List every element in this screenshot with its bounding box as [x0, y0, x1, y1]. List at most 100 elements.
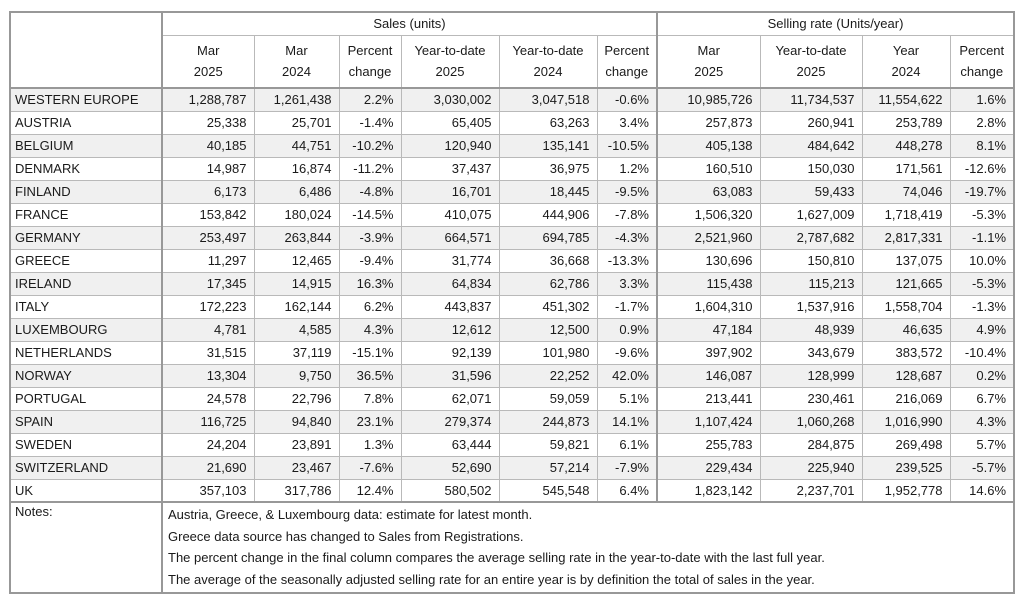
- table-row: NETHERLANDS 31,515 37,119 -15.1% 92,139 101,9…: [9, 340, 1015, 365]
- value-cell: 1.3%: [338, 432, 402, 457]
- value-cell: 128,999: [759, 363, 863, 388]
- value-cell: 3.4%: [596, 110, 658, 135]
- value-cell: 410,075: [400, 202, 500, 227]
- value-cell: 180,024: [253, 202, 340, 227]
- table-body: WESTERN EUROPE 1,288,787 1,261,438 2.2% 3,03…: [9, 87, 1015, 503]
- value-cell: -0.6%: [596, 87, 658, 112]
- value-cell: 150,030: [759, 156, 863, 181]
- col-header-sales-ytd-2025: Year-to-date 2025: [400, 34, 500, 89]
- notes-label: Notes:: [9, 501, 163, 594]
- country-cell: FINLAND: [9, 179, 163, 204]
- value-cell: 48,939: [759, 317, 863, 342]
- country-cell: UK: [9, 478, 163, 503]
- value-cell: -15.1%: [338, 340, 402, 365]
- value-cell: -10.4%: [949, 340, 1015, 365]
- value-cell: 24,204: [161, 432, 255, 457]
- value-cell: 484,642: [759, 133, 863, 158]
- country-cell: NETHERLANDS: [9, 340, 163, 365]
- value-cell: 383,572: [861, 340, 951, 365]
- value-cell: 57,214: [498, 455, 598, 480]
- value-cell: 405,138: [656, 133, 761, 158]
- value-cell: 229,434: [656, 455, 761, 480]
- col-header-rate-year-2024: Year 2024: [861, 34, 951, 89]
- value-cell: 135,141: [498, 133, 598, 158]
- value-cell: 153,842: [161, 202, 255, 227]
- value-cell: 239,525: [861, 455, 951, 480]
- value-cell: 18,445: [498, 179, 598, 204]
- value-cell: 6.2%: [338, 294, 402, 319]
- table-row: FRANCE 153,842 180,024 -14.5% 410,075 444,906…: [9, 202, 1015, 227]
- value-cell: 448,278: [861, 133, 951, 158]
- value-cell: 10,985,726: [656, 87, 761, 112]
- value-cell: -9.5%: [596, 179, 658, 204]
- table-row: PORTUGAL 24,578 22,796 7.8% 62,071 59,059 5.1%…: [9, 386, 1015, 411]
- value-cell: 2,521,960: [656, 225, 761, 250]
- value-cell: 1,261,438: [253, 87, 340, 112]
- table-row: ITALY 172,223 162,144 6.2% 443,837 451,302 -1.…: [9, 294, 1015, 319]
- value-cell: 2.2%: [338, 87, 402, 112]
- note-line: The percent change in the final column c…: [168, 550, 825, 565]
- value-cell: 121,665: [861, 271, 951, 296]
- value-cell: 116,725: [161, 409, 255, 434]
- value-cell: 3.3%: [596, 271, 658, 296]
- value-cell: 1,558,704: [861, 294, 951, 319]
- value-cell: 59,433: [759, 179, 863, 204]
- value-cell: 16.3%: [338, 271, 402, 296]
- value-cell: 664,571: [400, 225, 500, 250]
- value-cell: 443,837: [400, 294, 500, 319]
- value-cell: -4.3%: [596, 225, 658, 250]
- value-cell: -1.3%: [949, 294, 1015, 319]
- value-cell: 4.9%: [949, 317, 1015, 342]
- value-cell: 1,952,778: [861, 478, 951, 503]
- value-cell: -3.9%: [338, 225, 402, 250]
- value-cell: 6,486: [253, 179, 340, 204]
- value-cell: 150,810: [759, 248, 863, 273]
- value-cell: -11.2%: [338, 156, 402, 181]
- value-cell: 5.1%: [596, 386, 658, 411]
- value-cell: 1,627,009: [759, 202, 863, 227]
- country-cell: AUSTRIA: [9, 110, 163, 135]
- value-cell: 137,075: [861, 248, 951, 273]
- value-cell: 4.3%: [949, 409, 1015, 434]
- value-cell: 260,941: [759, 110, 863, 135]
- value-cell: 37,437: [400, 156, 500, 181]
- table-row: GREECE 11,297 12,465 -9.4% 31,774 36,668 -13.3…: [9, 248, 1015, 273]
- value-cell: 1,823,142: [656, 478, 761, 503]
- value-cell: 120,940: [400, 133, 500, 158]
- value-cell: 6.1%: [596, 432, 658, 457]
- country-cell: DENMARK: [9, 156, 163, 181]
- value-cell: 12,612: [400, 317, 500, 342]
- value-cell: 213,441: [656, 386, 761, 411]
- col-header-rate-mar-2025: Mar 2025: [656, 34, 761, 89]
- table-row: SWITZERLAND 21,690 23,467 -7.6% 52,690 57,214…: [9, 455, 1015, 480]
- value-cell: 11,297: [161, 248, 255, 273]
- value-cell: 343,679: [759, 340, 863, 365]
- value-cell: 128,687: [861, 363, 951, 388]
- value-cell: 22,252: [498, 363, 598, 388]
- value-cell: 694,785: [498, 225, 598, 250]
- table-row: BELGIUM 40,185 44,751 -10.2% 120,940 135,141-…: [9, 133, 1015, 158]
- value-cell: 23,467: [253, 455, 340, 480]
- value-cell: 36,668: [498, 248, 598, 273]
- table-footer: Notes: Austria, Greece, & Luxembourg dat…: [9, 501, 1015, 594]
- value-cell: 74,046: [861, 179, 951, 204]
- value-cell: 25,338: [161, 110, 255, 135]
- value-cell: -14.5%: [338, 202, 402, 227]
- value-cell: 2,787,682: [759, 225, 863, 250]
- value-cell: 31,515: [161, 340, 255, 365]
- value-cell: -13.3%: [596, 248, 658, 273]
- value-cell: -4.8%: [338, 179, 402, 204]
- country-cell: GERMANY: [9, 225, 163, 250]
- country-cell: SPAIN: [9, 409, 163, 434]
- value-cell: 1,604,310: [656, 294, 761, 319]
- value-cell: 12,465: [253, 248, 340, 273]
- value-cell: 4,585: [253, 317, 340, 342]
- value-cell: 63,444: [400, 432, 500, 457]
- country-cell: PORTUGAL: [9, 386, 163, 411]
- value-cell: 1,060,268: [759, 409, 863, 434]
- value-cell: 115,213: [759, 271, 863, 296]
- value-cell: 130,696: [656, 248, 761, 273]
- table-row: SWEDEN 24,204 23,891 1.3% 63,444 59,821 6.1% 25…: [9, 432, 1015, 457]
- value-cell: 94,840: [253, 409, 340, 434]
- country-cell: SWITZERLAND: [9, 455, 163, 480]
